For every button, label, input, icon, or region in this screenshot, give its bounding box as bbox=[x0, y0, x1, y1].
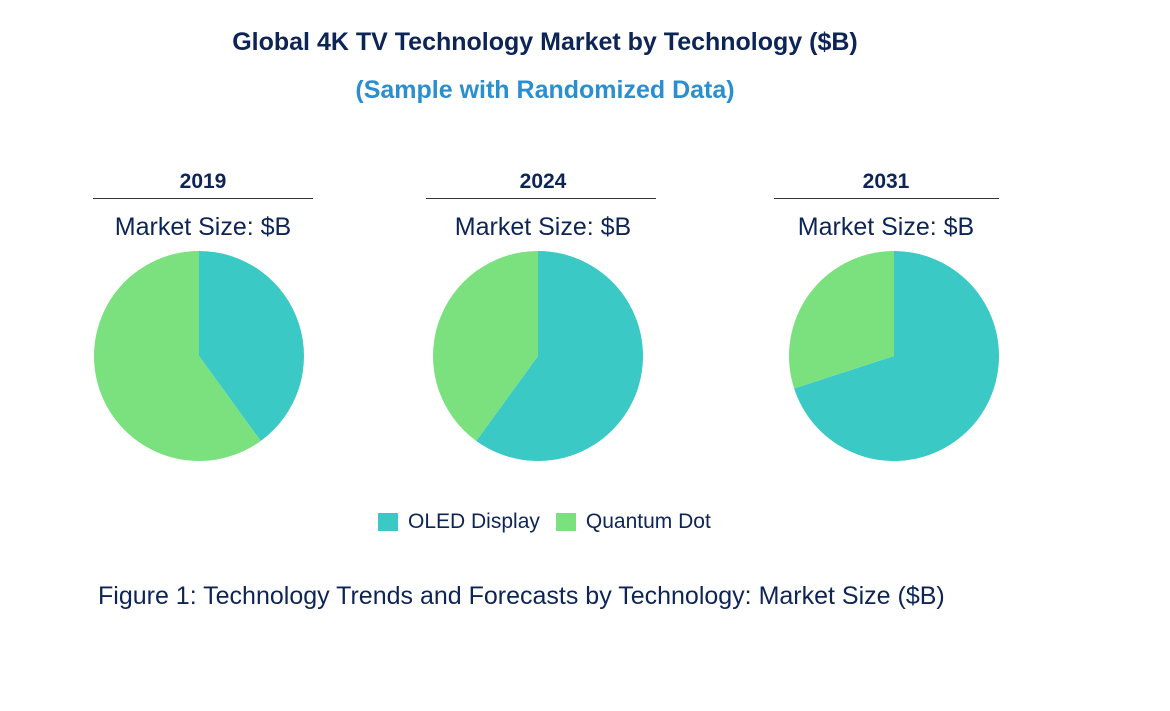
pie-slice-oled-2019 bbox=[199, 251, 304, 441]
pie-slice-quantum-dot-2019 bbox=[93, 251, 261, 461]
market-size-label: Market Size: $B bbox=[114, 213, 292, 241]
figure-caption: Figure 1: Technology Trends and Forecast… bbox=[98, 582, 945, 610]
pie-chart-2019 bbox=[93, 251, 304, 461]
legend-swatch-quantum-dot bbox=[555, 513, 576, 531]
market-size-label: Market Size: $B bbox=[797, 213, 975, 241]
legend-item-quantum-dot: Quantum Dot bbox=[555, 510, 711, 534]
panel-year: 2024 bbox=[519, 170, 567, 193]
pie-slice-quantum-dot-2031 bbox=[789, 251, 894, 389]
legend-label-oled: OLED Display bbox=[408, 510, 540, 533]
pie-slice-quantum-dot-2024 bbox=[433, 251, 538, 441]
pie-chart-2024 bbox=[433, 251, 643, 461]
chart-subtitle: (Sample with Randomized Data) bbox=[355, 76, 735, 104]
legend-item-oled: OLED Display bbox=[378, 510, 540, 534]
market-size-label: Market Size: $B bbox=[454, 213, 632, 241]
legend-swatch-oled bbox=[378, 513, 398, 531]
chart-title: Global 4K TV Technology Market by Techno… bbox=[232, 28, 858, 56]
pie-chart-2031 bbox=[789, 251, 999, 461]
pie-slice-oled-2024 bbox=[476, 251, 643, 461]
panel-year: 2031 bbox=[862, 170, 910, 193]
panel-divider bbox=[426, 198, 656, 199]
panel-year: 2019 bbox=[179, 170, 227, 193]
pie-slice-oled-2031 bbox=[794, 251, 999, 461]
panel-divider bbox=[774, 198, 999, 199]
legend-label-quantum-dot: Quantum Dot bbox=[585, 510, 711, 533]
panel-divider bbox=[93, 198, 313, 199]
chart-legend: OLED Display Quantum Dot bbox=[378, 508, 727, 536]
